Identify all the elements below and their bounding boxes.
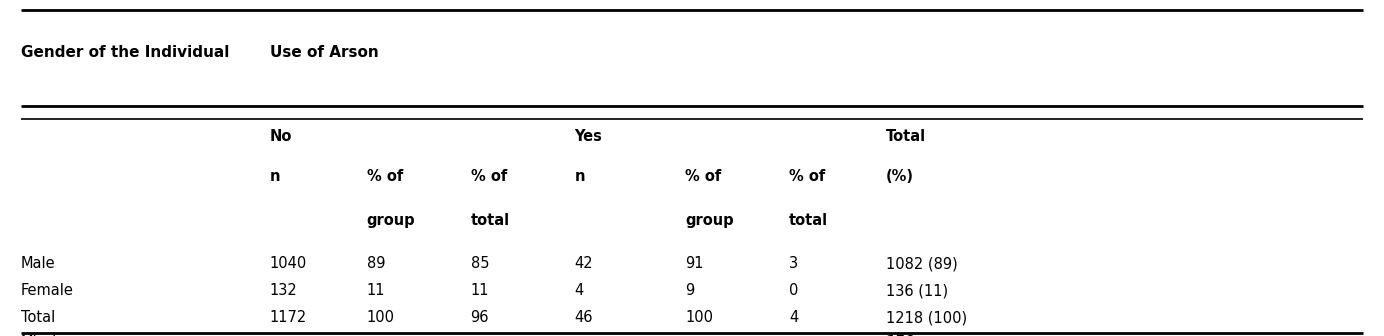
Text: 4: 4 — [574, 283, 584, 298]
Text: 1218 (100): 1218 (100) — [886, 310, 967, 325]
Text: 1172: 1172 — [270, 310, 307, 325]
Text: % of: % of — [789, 169, 825, 184]
Text: 89: 89 — [367, 256, 385, 271]
Text: % of: % of — [471, 169, 507, 184]
Text: n: n — [574, 169, 585, 184]
Text: 96: 96 — [471, 310, 489, 325]
Text: (%): (%) — [886, 169, 913, 184]
Text: 0: 0 — [789, 283, 799, 298]
Text: 11: 11 — [367, 283, 385, 298]
Text: 3: 3 — [789, 256, 799, 271]
Text: Gender of the Individual: Gender of the Individual — [21, 45, 230, 59]
Text: 100: 100 — [685, 310, 713, 325]
Text: 136 (11): 136 (11) — [886, 283, 948, 298]
Text: 1082 (89): 1082 (89) — [886, 256, 958, 271]
Text: total: total — [789, 213, 828, 227]
Text: 85: 85 — [471, 256, 489, 271]
Text: 42: 42 — [574, 256, 592, 271]
Text: 159: 159 — [886, 335, 916, 336]
Text: No: No — [270, 129, 292, 143]
Text: Total: Total — [886, 129, 926, 143]
Text: Use of Arson: Use of Arson — [270, 45, 379, 59]
Text: Female: Female — [21, 283, 73, 298]
Text: Yes: Yes — [574, 129, 602, 143]
Text: total: total — [471, 213, 509, 227]
Text: 132: 132 — [270, 283, 298, 298]
Text: Total: Total — [21, 310, 55, 325]
Text: 91: 91 — [685, 256, 703, 271]
Text: 100: 100 — [367, 310, 394, 325]
Text: Male: Male — [21, 256, 55, 271]
Text: 46: 46 — [574, 310, 592, 325]
Text: 9: 9 — [685, 283, 695, 298]
Text: Missing: Missing — [21, 335, 76, 336]
Text: group: group — [685, 213, 734, 227]
Text: 11: 11 — [471, 283, 489, 298]
Text: 1040: 1040 — [270, 256, 307, 271]
Text: 4: 4 — [789, 310, 799, 325]
Text: % of: % of — [367, 169, 403, 184]
Text: group: group — [367, 213, 415, 227]
Text: n: n — [270, 169, 281, 184]
Text: % of: % of — [685, 169, 721, 184]
